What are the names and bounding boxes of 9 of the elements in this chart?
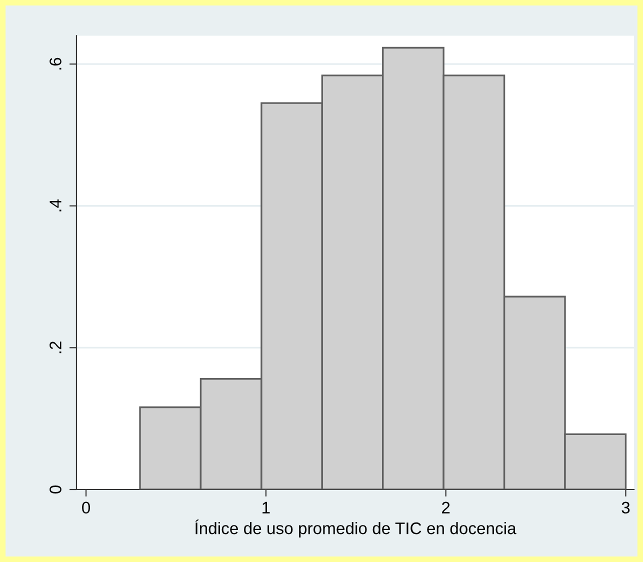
y-tick-label: .6: [50, 58, 62, 70]
y-tick-label: 0: [50, 486, 62, 494]
x-tick-label: 3: [622, 502, 630, 514]
x-tick-label: 1: [262, 502, 270, 514]
y-tick-label: .2: [50, 342, 62, 354]
x-tick-label: 2: [442, 502, 450, 514]
x-tick-label: 0: [82, 502, 90, 514]
x-axis-title: Índice de uso promedio de TIC en docencia: [195, 520, 516, 538]
y-tick-label: .4: [50, 199, 62, 212]
